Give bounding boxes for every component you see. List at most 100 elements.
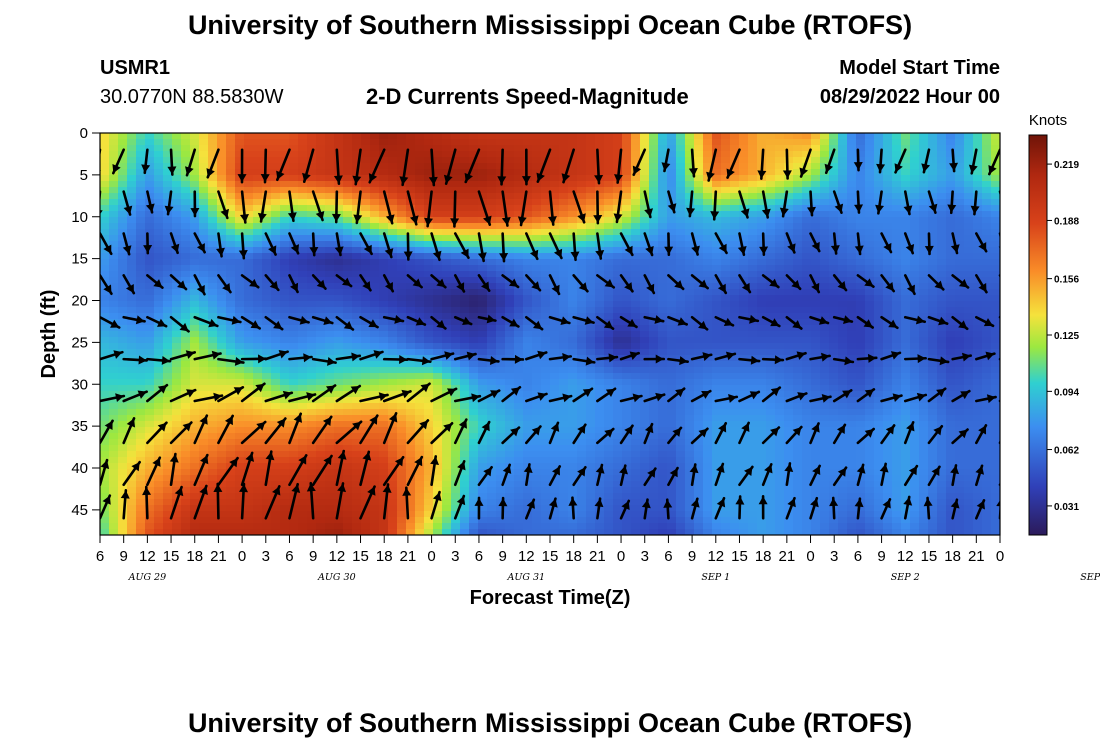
speed-cell <box>136 379 146 386</box>
speed-cell <box>424 343 434 350</box>
speed-cell <box>811 151 821 158</box>
speed-cell <box>235 289 245 296</box>
speed-cell <box>712 145 722 152</box>
speed-cell <box>820 211 830 218</box>
speed-cell <box>208 181 218 188</box>
speed-cell <box>442 229 452 236</box>
speed-cell <box>307 355 317 362</box>
speed-cell <box>676 427 686 434</box>
speed-cell <box>172 235 182 242</box>
speed-cell <box>667 259 677 266</box>
speed-cell <box>262 313 272 320</box>
speed-cell <box>811 349 821 356</box>
speed-cell <box>559 385 569 392</box>
speed-cell <box>892 409 902 416</box>
speed-cell <box>586 397 596 404</box>
speed-cell <box>937 199 947 206</box>
speed-cell <box>766 325 776 332</box>
speed-cell <box>361 427 371 434</box>
speed-cell <box>757 349 767 356</box>
speed-cell <box>217 325 227 332</box>
speed-cell <box>811 235 821 242</box>
speed-cell <box>451 145 461 152</box>
speed-cell <box>964 319 974 326</box>
speed-cell <box>721 343 731 350</box>
speed-cell <box>658 259 668 266</box>
speed-cell <box>478 403 488 410</box>
speed-cell <box>847 343 857 350</box>
speed-cell <box>757 337 767 344</box>
speed-cell <box>487 217 497 224</box>
speed-cell <box>550 415 560 422</box>
speed-cell <box>712 343 722 350</box>
speed-cell <box>658 151 668 158</box>
speed-cell <box>217 373 227 380</box>
speed-cell <box>838 151 848 158</box>
speed-cell <box>694 397 704 404</box>
speed-cell <box>244 193 254 200</box>
speed-cell <box>811 421 821 428</box>
speed-cell <box>577 193 587 200</box>
speed-cell <box>415 241 425 248</box>
speed-cell <box>487 367 497 374</box>
speed-cell <box>856 289 866 296</box>
speed-cell <box>883 343 893 350</box>
speed-cell <box>793 271 803 278</box>
speed-cell <box>613 397 623 404</box>
speed-cell <box>154 169 164 176</box>
speed-cell <box>838 349 848 356</box>
speed-cell <box>307 385 317 392</box>
speed-cell <box>802 277 812 284</box>
speed-cell <box>766 163 776 170</box>
speed-cell <box>244 235 254 242</box>
speed-cell <box>460 223 470 230</box>
speed-cell <box>946 397 956 404</box>
speed-cell <box>595 391 605 398</box>
speed-cell <box>226 385 236 392</box>
speed-cell <box>829 427 839 434</box>
speed-cell <box>127 235 137 242</box>
speed-cell <box>397 277 407 284</box>
speed-cell <box>208 295 218 302</box>
speed-cell <box>424 319 434 326</box>
speed-cell <box>595 181 605 188</box>
speed-cell <box>901 403 911 410</box>
speed-cell <box>946 319 956 326</box>
speed-cell <box>910 193 920 200</box>
speed-cell <box>343 199 353 206</box>
speed-cell <box>451 325 461 332</box>
speed-cell <box>622 415 632 422</box>
speed-cell <box>127 277 137 284</box>
speed-cell <box>217 367 227 374</box>
speed-cell <box>406 361 416 368</box>
speed-cell <box>613 265 623 272</box>
speed-cell <box>892 289 902 296</box>
speed-cell <box>703 235 713 242</box>
speed-cell <box>460 409 470 416</box>
speed-cell <box>703 403 713 410</box>
speed-cell <box>361 145 371 152</box>
speed-cell <box>325 133 335 140</box>
speed-cell <box>838 199 848 206</box>
speed-cell <box>667 409 677 416</box>
speed-cell <box>433 337 443 344</box>
speed-cell <box>253 193 263 200</box>
speed-cell <box>856 277 866 284</box>
speed-cell <box>388 145 398 152</box>
speed-cell <box>496 265 506 272</box>
speed-cell <box>703 355 713 362</box>
speed-cell <box>127 151 137 158</box>
speed-cell <box>334 403 344 410</box>
speed-cell <box>829 163 839 170</box>
speed-cell <box>460 343 470 350</box>
speed-cell <box>487 415 497 422</box>
speed-cell <box>667 277 677 284</box>
speed-cell <box>721 361 731 368</box>
speed-cell <box>820 187 830 194</box>
speed-cell <box>127 229 137 236</box>
speed-cell <box>100 337 110 344</box>
speed-cell <box>127 301 137 308</box>
speed-cell <box>316 409 326 416</box>
speed-cell <box>631 385 641 392</box>
speed-cell <box>379 199 389 206</box>
